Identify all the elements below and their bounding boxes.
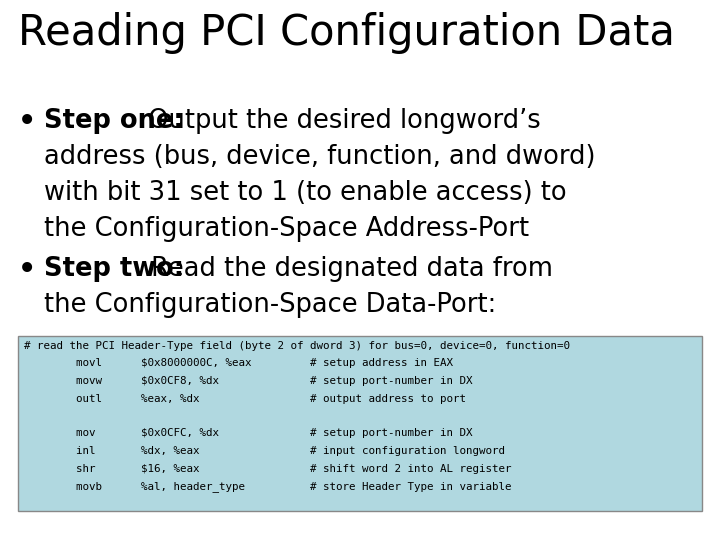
Text: Read the designated data from: Read the designated data from	[143, 256, 553, 282]
Text: Reading PCI Configuration Data: Reading PCI Configuration Data	[18, 12, 675, 54]
Text: movb      %al, header_type          # store Header Type in variable: movb %al, header_type # store Header Typ…	[24, 481, 511, 492]
FancyBboxPatch shape	[18, 336, 702, 511]
Text: inl       %dx, %eax                 # input configuration longword: inl %dx, %eax # input configuration long…	[24, 446, 505, 456]
Text: mov       $0x0CFC, %dx              # setup port-number in DX: mov $0x0CFC, %dx # setup port-number in …	[24, 429, 472, 438]
Text: movl      $0x8000000C, %eax         # setup address in EAX: movl $0x8000000C, %eax # setup address i…	[24, 359, 453, 368]
Text: the Configuration-Space Data-Port:: the Configuration-Space Data-Port:	[44, 292, 496, 318]
Text: the Configuration-Space Address-Port: the Configuration-Space Address-Port	[44, 216, 529, 242]
Text: outl      %eax, %dx                 # output address to port: outl %eax, %dx # output address to port	[24, 394, 466, 403]
Text: Step two:: Step two:	[44, 256, 184, 282]
Text: Step one:: Step one:	[44, 108, 184, 134]
Text: movw      $0x0CF8, %dx              # setup port-number in DX: movw $0x0CF8, %dx # setup port-number in…	[24, 376, 472, 386]
Text: Output the desired longword’s: Output the desired longword’s	[140, 108, 541, 134]
Text: # read the PCI Header-Type field (byte 2 of dword 3) for bus=0, device=0, functi: # read the PCI Header-Type field (byte 2…	[24, 341, 570, 351]
Text: address (bus, device, function, and dword): address (bus, device, function, and dwor…	[44, 144, 595, 170]
Text: •: •	[18, 256, 36, 284]
Text: shr       $16, %eax                 # shift word 2 into AL register: shr $16, %eax # shift word 2 into AL reg…	[24, 463, 511, 474]
Text: •: •	[18, 108, 36, 136]
Text: with bit 31 set to 1 (to enable access) to: with bit 31 set to 1 (to enable access) …	[44, 180, 567, 206]
